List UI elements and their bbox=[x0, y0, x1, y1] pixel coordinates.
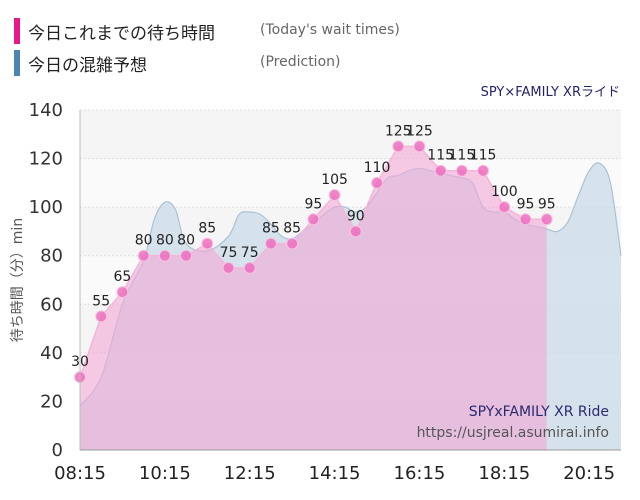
legend-predict-swatch bbox=[14, 50, 20, 76]
data-label: 95 bbox=[517, 196, 535, 212]
data-label: 100 bbox=[491, 184, 518, 200]
x-tick-label: 08:15 bbox=[54, 463, 106, 484]
data-label: 75 bbox=[220, 245, 238, 261]
data-label: 85 bbox=[198, 221, 216, 237]
data-label: 80 bbox=[156, 233, 174, 249]
data-label: 105 bbox=[321, 172, 348, 188]
chart-title: SPY×FAMILY XRライド bbox=[481, 85, 620, 100]
data-point bbox=[286, 237, 299, 250]
data-label: 125 bbox=[406, 123, 433, 139]
x-tick-label: 14:15 bbox=[309, 463, 361, 484]
plot-band bbox=[80, 158, 621, 208]
actual-area bbox=[80, 146, 547, 450]
watermark-ride: SPYxFAMILY XR Ride bbox=[469, 404, 609, 420]
y-tick-label: 80 bbox=[40, 246, 63, 267]
y-tick-label: 100 bbox=[29, 197, 63, 218]
data-point bbox=[222, 261, 235, 274]
legend-actual-jp: 今日これまでの待ち時間 bbox=[28, 24, 215, 44]
data-point bbox=[413, 140, 426, 153]
data-label: 115 bbox=[470, 148, 497, 164]
data-label: 75 bbox=[241, 245, 259, 261]
data-label: 95 bbox=[538, 196, 556, 212]
y-tick-label: 120 bbox=[29, 149, 63, 170]
data-point bbox=[328, 189, 341, 201]
watermark-url: https://usjreal.asumirai.info bbox=[417, 425, 609, 441]
data-point bbox=[349, 225, 362, 238]
data-point bbox=[477, 164, 490, 177]
data-label: 95 bbox=[304, 196, 322, 212]
data-point bbox=[307, 213, 320, 226]
x-tick-label: 16:15 bbox=[394, 463, 446, 484]
data-label: 85 bbox=[283, 221, 301, 237]
legend-actual-swatch bbox=[14, 18, 20, 44]
data-point bbox=[158, 249, 171, 262]
data-label: 125 bbox=[385, 123, 412, 139]
x-tick-label: 20:15 bbox=[563, 463, 615, 484]
data-label: 55 bbox=[92, 293, 110, 309]
data-point bbox=[498, 201, 511, 214]
y-tick-label: 20 bbox=[40, 391, 63, 412]
data-label: 80 bbox=[135, 233, 153, 249]
data-point bbox=[137, 249, 150, 262]
data-label: 90 bbox=[347, 208, 365, 224]
data-label: 115 bbox=[449, 148, 476, 164]
data-point bbox=[434, 164, 447, 177]
data-point bbox=[116, 286, 129, 299]
data-point bbox=[201, 237, 214, 250]
y-tick-label: 40 bbox=[40, 343, 63, 364]
legend-actual-en: (Today's wait times) bbox=[260, 22, 400, 38]
y-tick-label: 140 bbox=[29, 100, 63, 121]
data-point bbox=[243, 261, 256, 274]
legend-predict-en: (Prediction) bbox=[260, 54, 341, 70]
x-tick-label: 12:15 bbox=[224, 463, 276, 484]
data-point bbox=[180, 249, 193, 262]
x-tick-label: 10:15 bbox=[139, 463, 191, 484]
y-axis-label: 待ち時間（分）min bbox=[10, 218, 26, 342]
data-point bbox=[264, 237, 277, 250]
x-tick-label: 18:15 bbox=[478, 463, 530, 484]
data-point bbox=[519, 213, 532, 226]
data-point bbox=[95, 310, 108, 323]
data-point bbox=[455, 164, 468, 177]
data-point bbox=[392, 140, 405, 153]
y-tick-label: 60 bbox=[40, 294, 63, 315]
data-point bbox=[371, 176, 384, 189]
data-label: 110 bbox=[364, 160, 391, 176]
data-label: 115 bbox=[427, 148, 454, 164]
data-label: 65 bbox=[114, 269, 132, 285]
plot-band bbox=[80, 110, 621, 159]
data-point bbox=[540, 213, 553, 226]
legend-predict-jp: 今日の混雑予想 bbox=[28, 56, 147, 76]
data-label: 80 bbox=[177, 233, 195, 249]
data-label: 85 bbox=[262, 221, 280, 237]
y-tick-label: 0 bbox=[52, 440, 63, 461]
